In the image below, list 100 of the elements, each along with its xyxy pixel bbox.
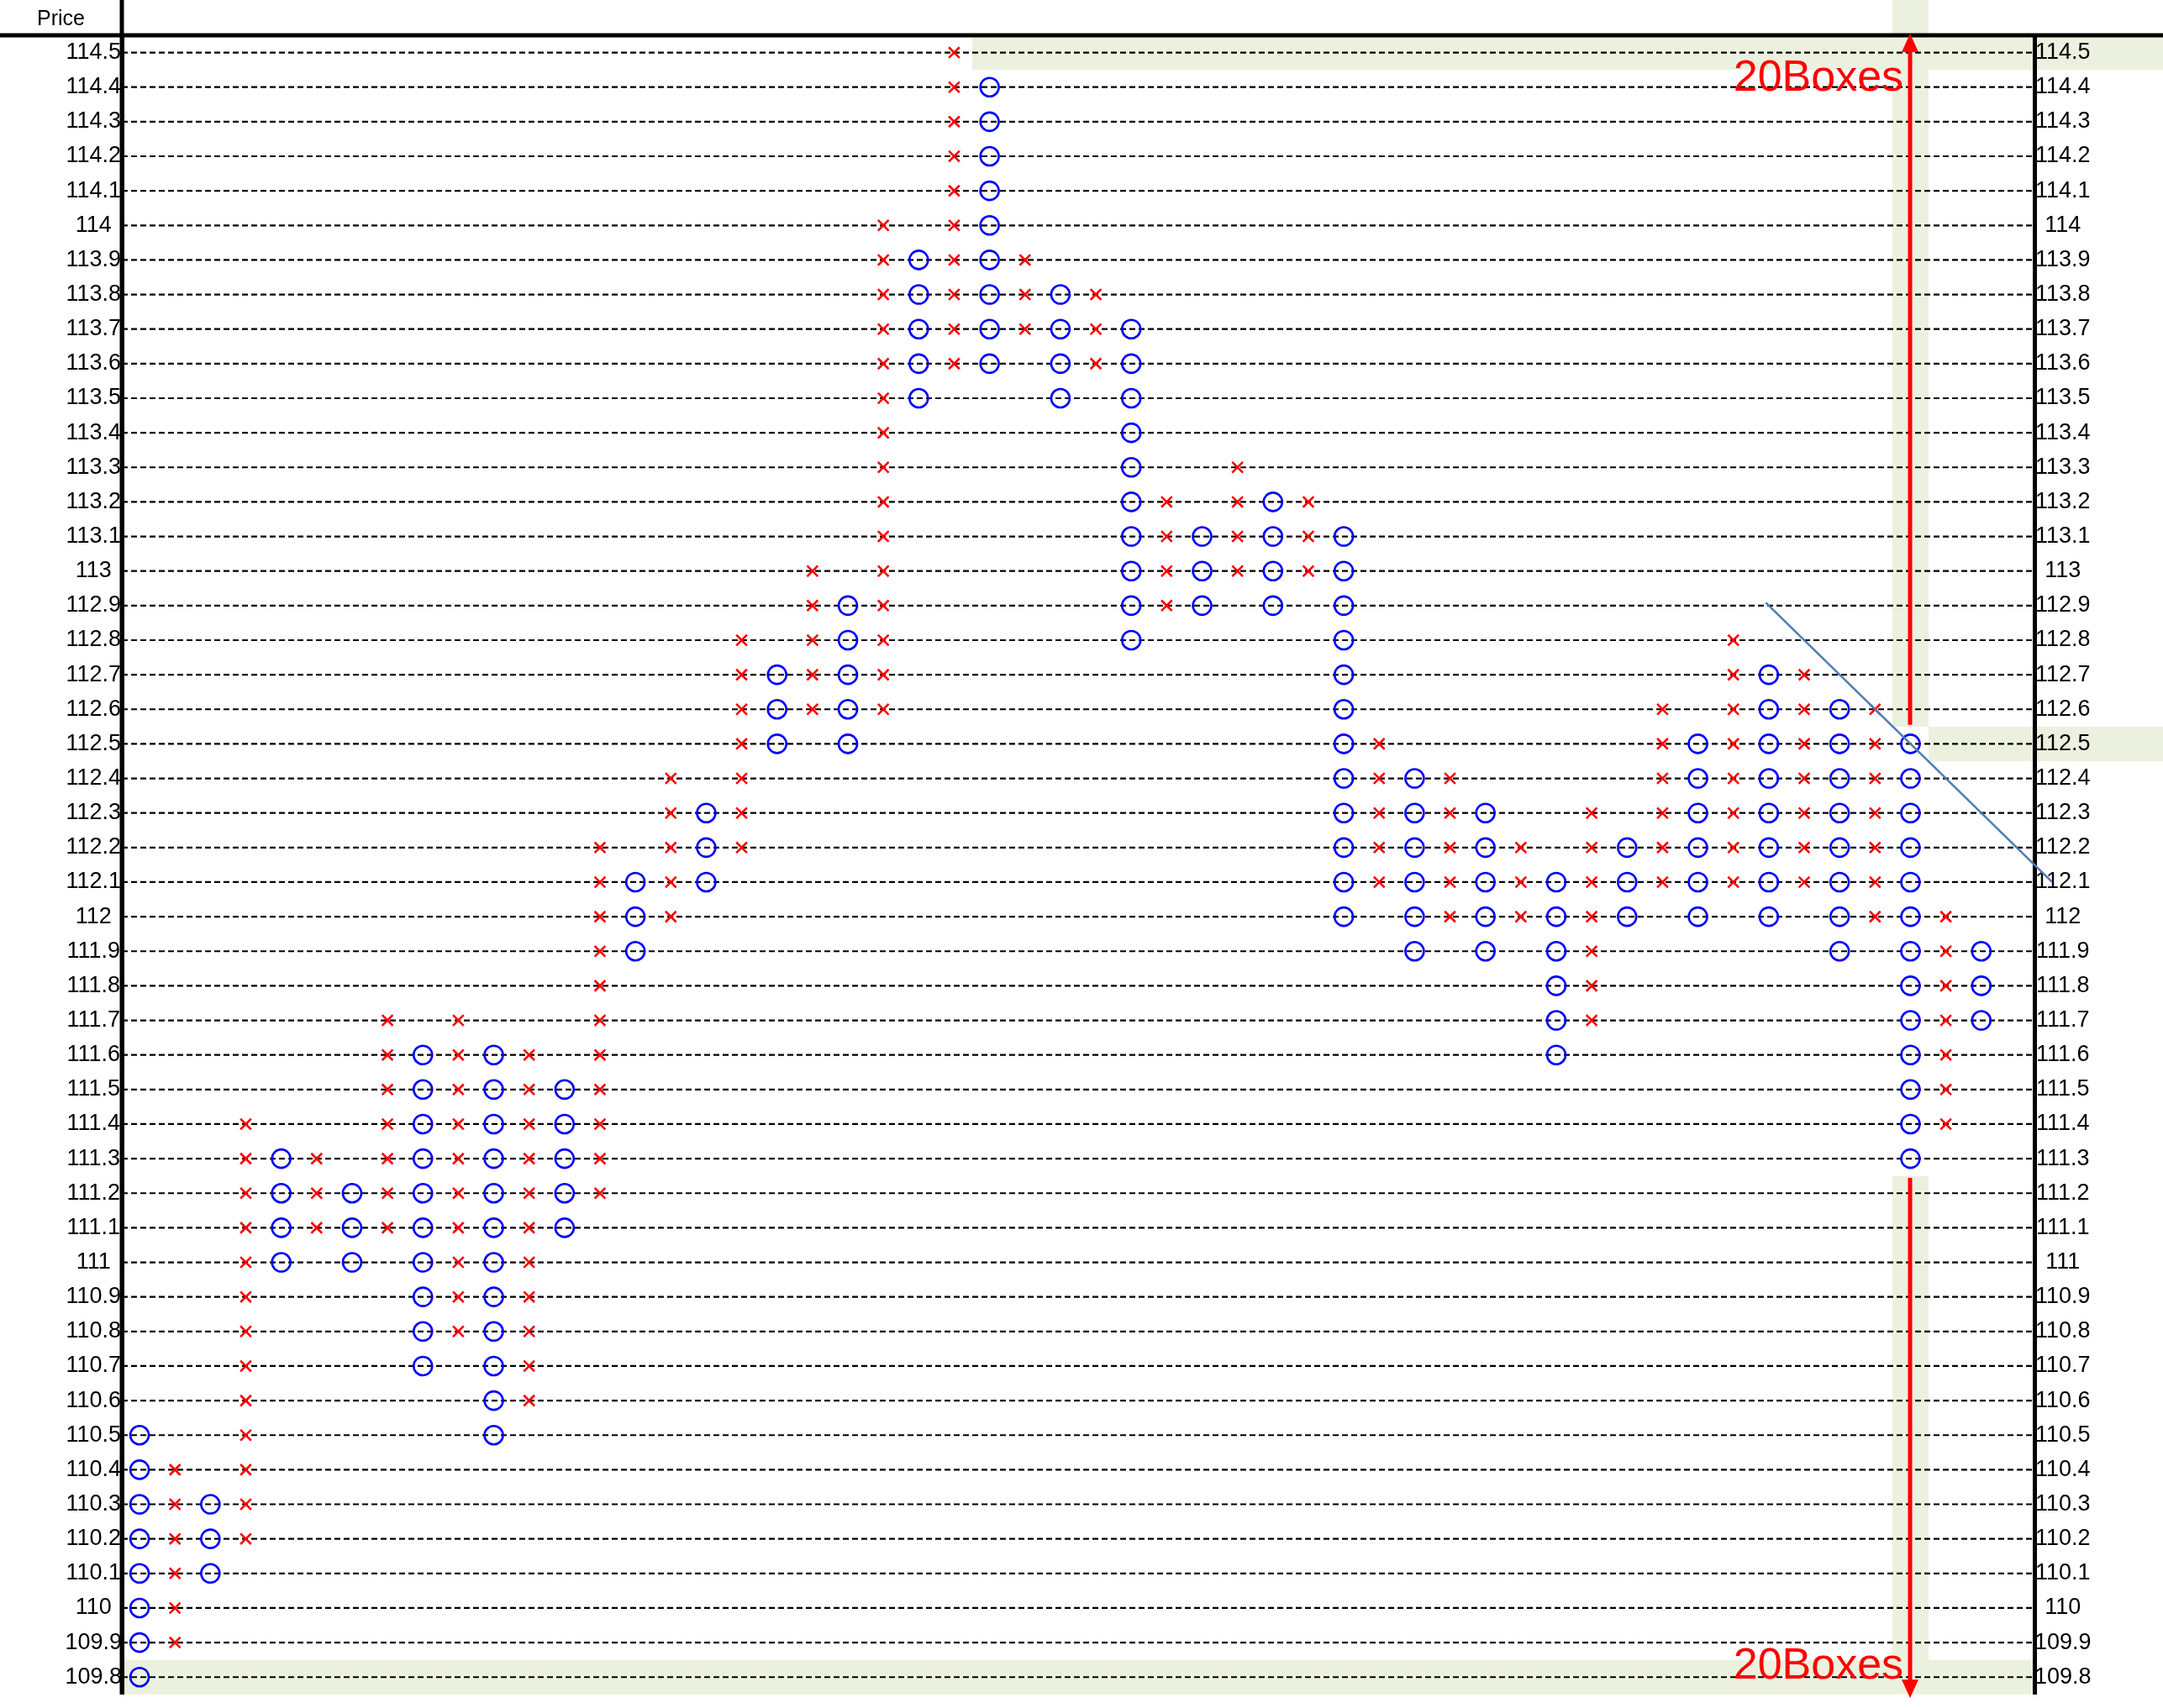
y-tick-label: 112.7 — [66, 660, 121, 686]
point — [876, 253, 890, 267]
y-tick-label: 111.7 — [66, 1006, 120, 1032]
point — [239, 1152, 253, 1165]
y2-tick-label: 110.4 — [2035, 1455, 2091, 1481]
point — [168, 1636, 182, 1649]
point — [523, 1048, 536, 1062]
y-tick-label: 110.7 — [66, 1352, 121, 1378]
point — [876, 565, 890, 578]
point — [1120, 387, 1142, 409]
point — [806, 633, 819, 647]
point — [1333, 595, 1355, 617]
y-tick-label: 110.3 — [66, 1490, 121, 1516]
y2-tick-label: 110.8 — [2035, 1317, 2091, 1343]
point — [523, 1083, 536, 1096]
point — [1900, 768, 1921, 789]
point — [1333, 802, 1355, 823]
y-tick-label: 113.2 — [66, 487, 121, 513]
y-tick-label: 113.7 — [66, 315, 121, 341]
point — [1120, 595, 1142, 617]
point — [1475, 940, 1496, 962]
point — [1333, 871, 1355, 893]
point — [1829, 906, 1850, 928]
y2-tick-label: 114.5 — [2035, 39, 2091, 65]
point — [1443, 807, 1457, 820]
point — [664, 875, 677, 889]
point — [554, 1113, 576, 1135]
point — [593, 1013, 607, 1027]
point — [129, 1459, 150, 1480]
point — [876, 460, 890, 474]
point — [593, 944, 607, 958]
y-tick-label: 110.6 — [66, 1386, 121, 1412]
point — [1585, 807, 1598, 820]
point — [1617, 906, 1638, 928]
point — [1727, 875, 1740, 889]
point — [837, 664, 859, 686]
point — [1900, 975, 1921, 996]
point — [1372, 737, 1386, 751]
point — [168, 1532, 182, 1546]
y2-tick-label: 110.7 — [2035, 1352, 2091, 1378]
point — [1372, 875, 1386, 889]
y2-tick-label: 112.2 — [2035, 833, 2091, 859]
point — [1687, 837, 1708, 859]
point — [1900, 1044, 1921, 1065]
point — [451, 1083, 466, 1096]
point — [1120, 456, 1142, 478]
y2-tick-label: 109.9 — [2034, 1628, 2092, 1654]
point — [1727, 668, 1740, 681]
point — [1302, 495, 1315, 509]
point — [381, 1152, 394, 1165]
point — [593, 1083, 607, 1096]
point — [412, 1252, 434, 1273]
point — [1727, 771, 1740, 786]
point — [1120, 353, 1142, 375]
point — [1231, 565, 1245, 578]
point — [1333, 733, 1355, 754]
point — [381, 1221, 394, 1235]
point — [1900, 1148, 1921, 1169]
point — [1829, 837, 1850, 859]
point — [624, 906, 646, 928]
y-tick-label: 112 — [75, 902, 112, 928]
annotation: 20Boxes — [1733, 1639, 1904, 1689]
point — [1797, 702, 1811, 716]
point — [1758, 871, 1780, 893]
point — [1868, 841, 1881, 854]
point — [1687, 906, 1708, 928]
y-tick-label: 113.4 — [66, 418, 121, 444]
point — [483, 1113, 504, 1135]
point — [483, 1321, 504, 1343]
point — [1120, 526, 1142, 547]
point — [1655, 737, 1670, 751]
point — [310, 1186, 324, 1200]
point — [1231, 460, 1245, 474]
point — [523, 1152, 536, 1165]
point — [1262, 526, 1284, 547]
point — [1585, 875, 1598, 889]
point — [979, 76, 1000, 98]
point — [239, 1186, 253, 1200]
point — [483, 1079, 504, 1101]
point — [1939, 1048, 1953, 1062]
y-axis-title: Price — [37, 5, 85, 29]
point — [523, 1359, 536, 1373]
point — [412, 1182, 434, 1204]
point — [908, 250, 929, 271]
point — [200, 1563, 221, 1584]
point — [451, 1325, 466, 1338]
y2-tick-label: 113.9 — [2035, 245, 2091, 271]
y-tick-label: 114.4 — [66, 73, 121, 99]
y2-tick-label: 111.8 — [2036, 971, 2090, 997]
point — [1120, 560, 1142, 581]
point — [1545, 1044, 1567, 1065]
point — [1758, 906, 1780, 928]
point — [129, 1563, 150, 1584]
point — [1404, 940, 1425, 962]
y2-tick-label: 113.8 — [2035, 281, 2091, 307]
point — [1971, 975, 1992, 996]
point — [129, 1632, 150, 1653]
point — [593, 841, 607, 854]
y2-tick-label: 111.1 — [2036, 1213, 2090, 1239]
point — [876, 392, 890, 405]
